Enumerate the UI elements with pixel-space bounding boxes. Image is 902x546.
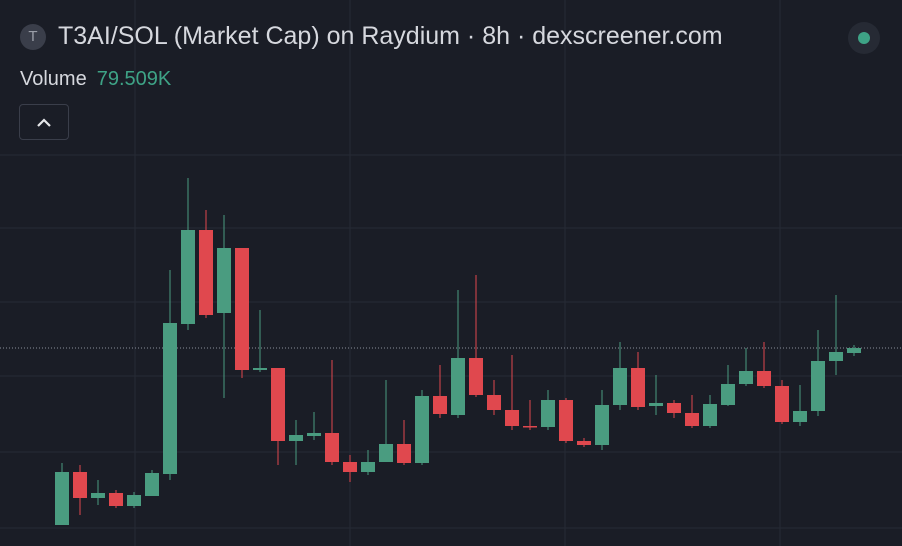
candle-body	[361, 462, 375, 472]
candle-body	[253, 368, 267, 370]
candle-body	[217, 248, 231, 313]
candle-body	[505, 410, 519, 426]
candle-body	[631, 368, 645, 407]
candle-body	[199, 230, 213, 315]
candle-body	[667, 403, 681, 413]
candle-body	[397, 444, 411, 463]
candle-body	[55, 472, 69, 525]
candle-body	[541, 400, 555, 427]
candle-body	[469, 358, 483, 395]
candle-body	[145, 473, 159, 496]
candle-body	[559, 400, 573, 441]
candle-body	[307, 433, 321, 436]
collapse-button[interactable]	[19, 104, 69, 140]
candle-body	[91, 493, 105, 498]
candle-body	[379, 444, 393, 462]
candle-body	[595, 405, 609, 445]
candle-body	[703, 404, 717, 426]
candle-body	[181, 230, 195, 324]
candle-body	[847, 348, 861, 353]
candle-body	[73, 472, 87, 498]
candle-body	[271, 368, 285, 441]
candle-body	[415, 396, 429, 463]
candle-body	[163, 323, 177, 474]
candle-body	[649, 403, 663, 406]
candle-body	[487, 395, 501, 410]
chart-title: T3AI/SOL (Market Cap) on Raydium · 8h · …	[58, 22, 723, 50]
candle-body	[757, 371, 771, 386]
chevron-icon	[37, 118, 51, 127]
candle-body	[829, 352, 843, 361]
candle-body	[721, 384, 735, 405]
candle-body	[523, 426, 537, 428]
candle-body	[451, 358, 465, 415]
candle-body	[793, 411, 807, 422]
candle-body	[235, 248, 249, 370]
candle-body	[739, 371, 753, 384]
candle-body	[289, 435, 303, 441]
status-indicator[interactable]	[848, 22, 880, 54]
candle-body	[127, 495, 141, 506]
candle-body	[325, 433, 339, 462]
volume: Volume 79.509K	[20, 68, 171, 91]
volume-value: 79.509K	[96, 68, 172, 90]
header: T T3AI/SOL (Market Cap) on Raydium · 8h …	[20, 22, 723, 51]
candle-body	[109, 493, 123, 506]
candle-body	[775, 386, 789, 422]
token-icon: T	[20, 23, 46, 50]
candle-body	[433, 396, 447, 414]
candle-body	[577, 441, 591, 445]
volume-label: Volume	[20, 68, 87, 90]
candle-body	[811, 361, 825, 411]
candle-body	[685, 413, 699, 426]
candle-body	[343, 462, 357, 472]
candle-body	[613, 368, 627, 405]
